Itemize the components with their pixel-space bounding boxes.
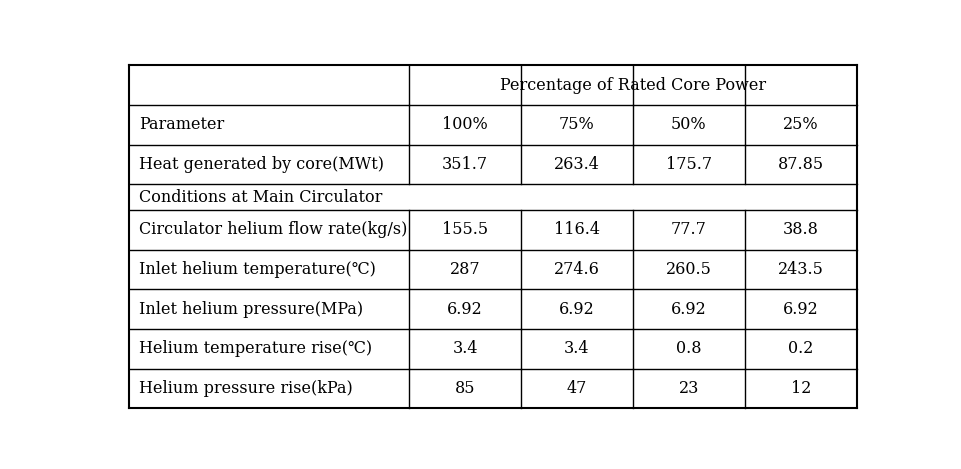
Text: 75%: 75% bbox=[558, 116, 594, 133]
Text: 351.7: 351.7 bbox=[441, 156, 487, 173]
Text: 116.4: 116.4 bbox=[554, 221, 600, 238]
Text: Percentage of Rated Core Power: Percentage of Rated Core Power bbox=[500, 76, 765, 94]
Text: 263.4: 263.4 bbox=[554, 156, 600, 173]
Text: Parameter: Parameter bbox=[138, 116, 224, 133]
Text: 12: 12 bbox=[790, 380, 810, 397]
Text: 6.92: 6.92 bbox=[782, 301, 818, 318]
Text: 175.7: 175.7 bbox=[665, 156, 711, 173]
Text: 3.4: 3.4 bbox=[564, 340, 589, 357]
Text: 243.5: 243.5 bbox=[777, 261, 823, 278]
Text: 47: 47 bbox=[566, 380, 586, 397]
Text: 100%: 100% bbox=[442, 116, 487, 133]
Text: Inlet helium pressure(MPa): Inlet helium pressure(MPa) bbox=[138, 301, 362, 318]
Text: 23: 23 bbox=[678, 380, 699, 397]
Text: 0.8: 0.8 bbox=[676, 340, 701, 357]
Text: 85: 85 bbox=[455, 380, 475, 397]
Text: Heat generated by core(MWt): Heat generated by core(MWt) bbox=[138, 156, 383, 173]
Text: 0.2: 0.2 bbox=[787, 340, 813, 357]
Text: 25%: 25% bbox=[782, 116, 818, 133]
Text: 260.5: 260.5 bbox=[665, 261, 711, 278]
Text: Conditions at Main Circulator: Conditions at Main Circulator bbox=[138, 189, 382, 206]
Text: 6.92: 6.92 bbox=[558, 301, 594, 318]
Text: 38.8: 38.8 bbox=[782, 221, 818, 238]
Text: 155.5: 155.5 bbox=[441, 221, 487, 238]
Text: 287: 287 bbox=[449, 261, 480, 278]
Text: Inlet helium temperature(℃): Inlet helium temperature(℃) bbox=[138, 261, 376, 278]
Text: Circulator helium flow rate(kg/s): Circulator helium flow rate(kg/s) bbox=[138, 221, 407, 238]
Text: 3.4: 3.4 bbox=[452, 340, 478, 357]
Text: 6.92: 6.92 bbox=[447, 301, 482, 318]
Text: 274.6: 274.6 bbox=[554, 261, 600, 278]
Text: 50%: 50% bbox=[671, 116, 706, 133]
Text: Helium pressure rise(kPa): Helium pressure rise(kPa) bbox=[138, 380, 353, 397]
Text: 77.7: 77.7 bbox=[671, 221, 706, 238]
Text: 6.92: 6.92 bbox=[671, 301, 706, 318]
Text: 87.85: 87.85 bbox=[777, 156, 823, 173]
Text: Helium temperature rise(℃): Helium temperature rise(℃) bbox=[138, 340, 372, 357]
